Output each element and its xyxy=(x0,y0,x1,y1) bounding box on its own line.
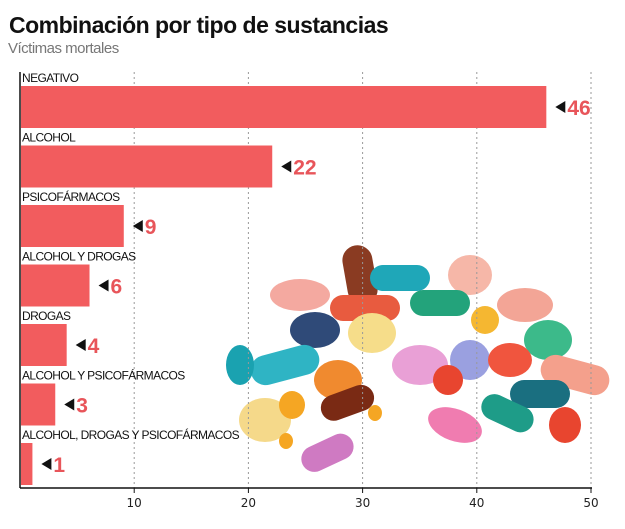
data-label: 9 xyxy=(145,216,157,239)
x-tick-label: 20 xyxy=(241,496,256,510)
bar xyxy=(21,86,547,128)
category-label: ALCOHOL Y PSICOFÁRMACOS xyxy=(22,368,185,383)
bar xyxy=(21,264,90,307)
category-label: PSICOFÁRMACOS xyxy=(22,189,120,204)
category-label: ALCOHOL Y DROGAS xyxy=(22,250,136,264)
bar xyxy=(21,205,124,247)
data-label: 6 xyxy=(111,276,123,299)
chart-title: Combinación por tipo de sustancias xyxy=(9,12,389,38)
category-label: NEGATIVO xyxy=(22,71,79,85)
bar xyxy=(21,443,33,485)
pointer-arrow-icon xyxy=(132,220,143,232)
pointer-arrow-icon xyxy=(98,279,109,292)
pointer-arrow-icon xyxy=(75,339,86,351)
pills-illustration xyxy=(226,245,610,472)
bar xyxy=(21,145,273,188)
pointer-arrow-icon xyxy=(555,101,566,113)
x-tick-label: 10 xyxy=(127,496,142,510)
category-label: ALCOHOL xyxy=(22,131,76,145)
pointer-arrow-icon xyxy=(64,398,75,411)
data-label: 22 xyxy=(293,157,316,180)
x-tick-label: 50 xyxy=(583,496,598,510)
bar xyxy=(21,324,67,366)
data-label: 46 xyxy=(567,97,590,120)
x-tick-label: 40 xyxy=(469,496,484,510)
data-label: 1 xyxy=(53,454,65,477)
data-label: 4 xyxy=(88,335,100,358)
category-label: ALCOHOL, DROGAS Y PSICOFÁRMACOS xyxy=(22,427,240,442)
chart-subtitle: Víctimas mortales xyxy=(8,40,119,57)
pointer-arrow-icon xyxy=(41,458,52,470)
pointer-arrow-icon xyxy=(281,160,292,173)
data-label: 3 xyxy=(76,395,88,418)
bar xyxy=(21,383,56,426)
x-tick-label: 30 xyxy=(355,496,370,510)
category-label: DROGAS xyxy=(22,309,71,323)
